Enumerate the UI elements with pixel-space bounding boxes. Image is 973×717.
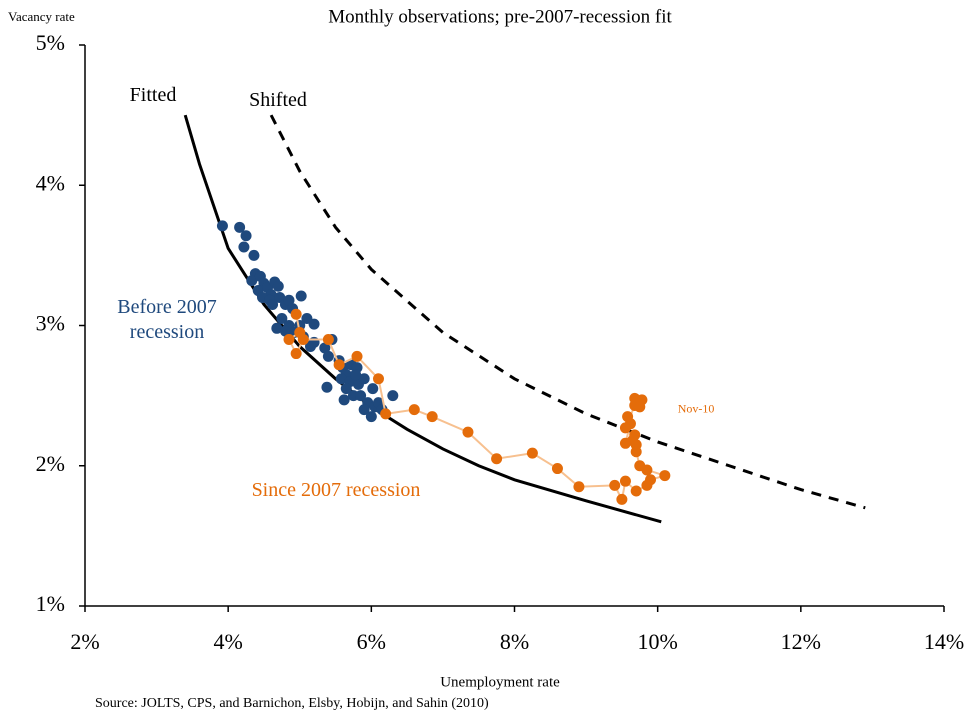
series-label: Fitted (129, 84, 177, 106)
data-point (462, 426, 474, 438)
x-tick-label: 4% (214, 629, 243, 654)
data-point (240, 230, 252, 242)
data-point (267, 298, 279, 310)
data-point (248, 249, 260, 261)
x-axis-label: Unemployment rate (440, 674, 560, 690)
data-point (216, 220, 228, 232)
data-point (238, 241, 250, 253)
annotation: Nov-10 (678, 401, 715, 415)
data-point (271, 322, 283, 334)
data-point (272, 280, 284, 292)
fitted-line (183, 114, 662, 524)
data-point (619, 437, 631, 449)
data-point (335, 373, 347, 385)
data-point (659, 470, 671, 482)
data-point (322, 350, 334, 362)
data-point (609, 479, 621, 491)
chart-title: Monthly observations; pre-2007-recession… (328, 6, 672, 27)
data-point (526, 447, 538, 459)
data-point (380, 408, 392, 420)
data-point (308, 336, 320, 348)
x-tick-label: 2% (70, 629, 99, 654)
data-point (234, 221, 246, 233)
data-point (350, 369, 362, 381)
data-point (358, 373, 370, 385)
data-point (629, 429, 641, 441)
y-tick-label: 4% (36, 170, 65, 195)
data-point (322, 334, 334, 346)
x-tick-label: 10% (638, 629, 678, 654)
y-axis-label: Vacancy rate (8, 9, 75, 24)
data-point (634, 460, 646, 472)
source-note: Source: JOLTS, CPS, and Barnichon, Elsby… (95, 696, 489, 711)
data-point (308, 318, 320, 330)
x-tick-label: 12% (781, 629, 821, 654)
data-point (246, 275, 258, 287)
data-point (426, 411, 438, 423)
data-point (630, 485, 642, 497)
series-label: Shifted (249, 89, 307, 111)
series-label: Since 2007 recession (251, 479, 421, 501)
y-tick-label: 2% (36, 451, 65, 476)
y-tick-label: 1% (36, 591, 65, 616)
data-point (645, 474, 657, 486)
data-point (355, 390, 367, 402)
data-point (290, 308, 302, 320)
data-point (338, 394, 350, 406)
y-tick-label: 5% (36, 30, 65, 55)
data-point (372, 373, 384, 385)
x-tick-label: 8% (500, 629, 529, 654)
data-point (321, 381, 333, 393)
data-point (283, 294, 295, 306)
data-point (290, 348, 302, 360)
data-point (619, 422, 631, 434)
x-tick-label: 14% (924, 629, 964, 654)
data-point (491, 453, 503, 465)
data-point (351, 350, 363, 362)
data-point (358, 404, 370, 416)
path-line (287, 314, 669, 503)
data-point (573, 481, 585, 493)
data-point (551, 463, 563, 475)
data-point (616, 493, 628, 505)
data-point (295, 290, 307, 302)
data-point (408, 404, 420, 416)
data-point (619, 475, 631, 487)
shifted-line (269, 114, 866, 510)
data-point (319, 342, 331, 354)
data-point (622, 411, 634, 423)
x-tick-label: 6% (357, 629, 386, 654)
data-point (634, 401, 646, 413)
data-point (387, 390, 399, 402)
data-point (276, 312, 288, 324)
data-point (297, 334, 309, 346)
data-point (283, 334, 295, 346)
data-point (365, 411, 377, 423)
data-point (340, 383, 352, 395)
data-point (367, 383, 379, 395)
data-point (279, 325, 291, 337)
y-tick-label: 3% (36, 311, 65, 336)
data-point (333, 359, 345, 371)
series-label: Before 2007 recession (117, 296, 217, 343)
